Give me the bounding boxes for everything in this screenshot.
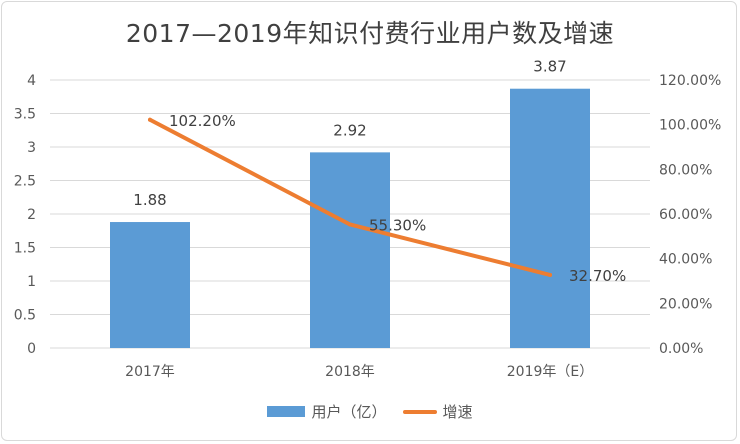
line-point	[348, 222, 352, 227]
line-point	[548, 272, 552, 277]
bar-value-label: 3.87	[533, 58, 566, 76]
legend-label-users: 用户（亿）	[311, 403, 387, 421]
right-tick-label: 40.00%	[659, 252, 712, 268]
bar	[310, 152, 390, 348]
legend-swatch-bar	[267, 406, 306, 417]
right-tick-label: 120.00%	[659, 73, 721, 89]
bar-series	[110, 88, 590, 349]
left-tick-label: 3.5	[14, 107, 36, 123]
right-tick-label: 80.00%	[659, 162, 712, 178]
bar	[110, 222, 190, 348]
legend: 用户（亿） 增速	[0, 401, 740, 422]
line-point	[148, 117, 152, 122]
right-tick-label: 0.00%	[659, 341, 703, 357]
category-labels: 2017年 2018年 2019年（E）	[125, 364, 593, 380]
legend-swatch-line	[402, 409, 437, 414]
line-value-label: 55.30%	[369, 216, 426, 234]
line-series	[148, 117, 552, 277]
left-tick-label: 1.5	[14, 241, 36, 257]
legend-item-growth: 增速	[402, 401, 473, 422]
left-tick-label: 1	[27, 274, 36, 290]
category-label: 2019年（E）	[507, 364, 593, 380]
chart-title: 2017—2019年知识付费行业用户数及增速	[125, 19, 615, 48]
left-tick-label: 3	[27, 140, 36, 156]
category-label: 2017年	[125, 364, 175, 380]
left-tick-label: 0.5	[14, 308, 36, 324]
left-axis-ticks: 0 0.5 1 1.5 2 2.5 3 3.5 4	[14, 73, 36, 357]
bar-value-label: 1.88	[133, 191, 166, 209]
bar	[510, 88, 590, 349]
legend-item-users: 用户（亿）	[267, 401, 387, 422]
line-value-label: 102.20%	[169, 112, 236, 130]
right-tick-label: 20.00%	[659, 296, 712, 312]
line-value-label: 32.70%	[569, 267, 626, 285]
right-tick-label: 100.00%	[659, 118, 721, 134]
left-tick-label: 2	[27, 207, 36, 223]
right-tick-label: 60.00%	[659, 207, 712, 223]
left-tick-label: 2.5	[14, 174, 36, 190]
category-label: 2018年	[325, 364, 375, 380]
bar-value-label: 2.92	[333, 121, 366, 139]
left-tick-label: 4	[27, 73, 36, 89]
left-tick-label: 0	[27, 341, 36, 357]
data-labels: 1.88 2.92 3.87 102.20% 55.30% 32.70%	[133, 58, 626, 285]
legend-label-growth: 增速	[442, 403, 473, 421]
right-axis-ticks: 0.00% 20.00% 40.00% 60.00% 80.00% 100.00% 120.…	[659, 73, 721, 357]
